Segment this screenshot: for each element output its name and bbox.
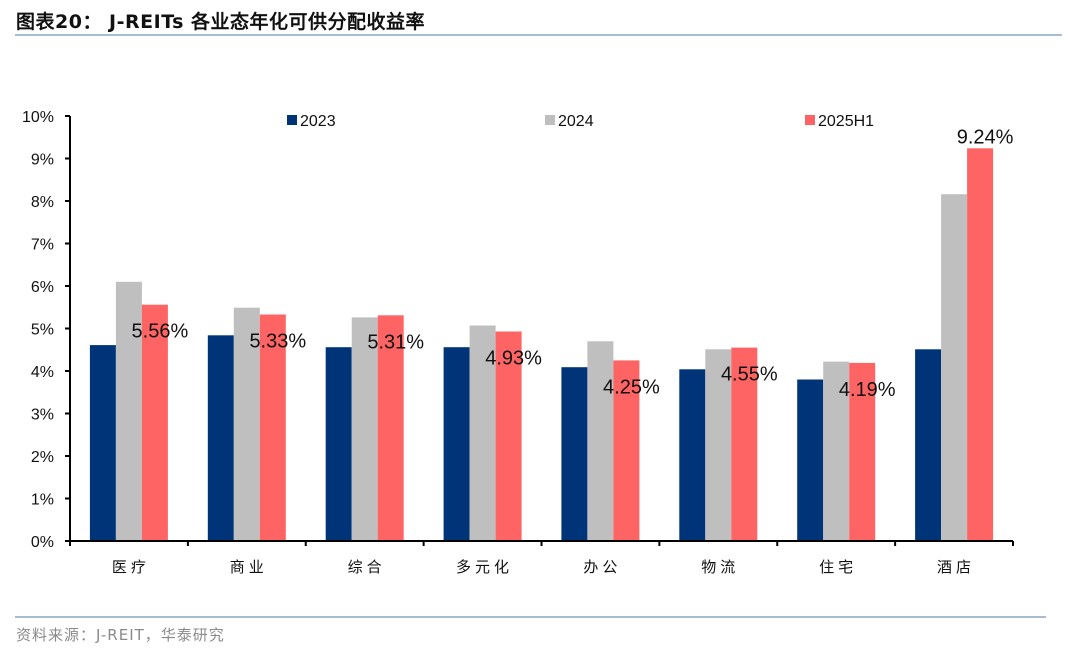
bar-2025H1-0 (141, 304, 168, 541)
footer-divider (15, 616, 1046, 618)
bar-2023-0 (89, 345, 116, 541)
y-tick-label: 8% (31, 194, 54, 211)
bar-2025H1-3 (495, 331, 522, 541)
bar-2023-7 (915, 349, 942, 541)
bar-2024-3 (469, 325, 496, 541)
y-tick-label: 3% (31, 407, 54, 424)
bar-2024-1 (233, 307, 260, 541)
x-tick-label: 商业 (230, 558, 268, 576)
bar-2024-7 (941, 194, 968, 541)
data-label-3: 4.93% (485, 348, 542, 370)
bar-2025H1-1 (259, 314, 286, 541)
data-label-7: 9.24% (957, 126, 1014, 148)
data-label-5: 4.55% (721, 364, 778, 386)
bar-2024-4 (587, 341, 614, 542)
y-tick-label: 7% (31, 237, 54, 254)
x-tick-label: 酒店 (937, 558, 975, 576)
bar-2023-5 (679, 369, 706, 541)
y-tick-label: 10% (22, 109, 54, 126)
x-tick-label: 办公 (583, 558, 621, 576)
header-divider (15, 34, 1062, 36)
y-tick-label: 5% (31, 322, 54, 339)
data-label-4: 4.25% (603, 376, 660, 398)
data-labels: 5.56% 5.33% 5.31% 4.93% 4.25% 4.55% 4.19% 9.24% (132, 126, 1014, 401)
data-label-0: 5.56% (132, 321, 189, 343)
x-tick-label: 医疗 (112, 558, 150, 576)
bar-2025H1-6 (849, 362, 876, 541)
y-tick-label: 9% (31, 152, 54, 169)
bar-2025H1-2 (377, 315, 404, 541)
legend-swatch-2025H1 (805, 115, 815, 125)
source-note: 资料来源：J-REIT，华泰研究 (16, 626, 225, 644)
legend-swatch-2024 (545, 115, 555, 125)
chart-title: 图表20： J-REITs 各业态年化可供分配收益率 (16, 11, 426, 33)
x-tick-label: 综合 (348, 558, 386, 576)
y-tick-labels: 0% 1% 2% 3% 4% 5% 6% 7% 8% 9% 10% (22, 109, 54, 551)
bars-layer (89, 148, 994, 542)
legend-label-2024: 2024 (558, 113, 594, 130)
data-label-1: 5.33% (249, 331, 306, 353)
legend-label-2023: 2023 (300, 113, 336, 130)
bar-2024-6 (823, 361, 850, 541)
bar-2025H1-4 (613, 360, 640, 541)
bar-2023-2 (325, 347, 352, 541)
bar-2023-1 (207, 335, 234, 541)
bar-2023-4 (561, 367, 588, 541)
legend: 2023 2024 2025H1 (287, 113, 874, 130)
bar-2024-5 (705, 349, 732, 541)
data-label-2: 5.31% (367, 331, 424, 353)
x-tick-label: 物流 (701, 558, 739, 576)
data-label-6: 4.19% (839, 379, 896, 401)
y-tick-label: 0% (31, 534, 54, 551)
legend-swatch-2023 (287, 115, 297, 125)
bar-2025H1-5 (731, 347, 758, 541)
bar-2024-0 (115, 281, 142, 542)
x-tick-label: 多元化 (456, 558, 513, 576)
y-tick-label: 2% (31, 449, 54, 466)
legend-label-2025H1: 2025H1 (818, 113, 874, 130)
x-tick-labels: 医疗 商业 综合 多元化 办公 物流 住宅 酒店 (112, 558, 975, 576)
x-tick-label: 住宅 (819, 558, 857, 576)
axes-layer (65, 115, 1014, 546)
bar-2024-2 (351, 317, 378, 541)
bar-2025H1-7 (967, 148, 994, 542)
bar-2023-3 (443, 347, 470, 541)
y-tick-label: 6% (31, 279, 54, 296)
bar-2023-6 (797, 379, 824, 541)
y-tick-label: 1% (31, 492, 54, 509)
y-tick-label: 4% (31, 364, 54, 381)
